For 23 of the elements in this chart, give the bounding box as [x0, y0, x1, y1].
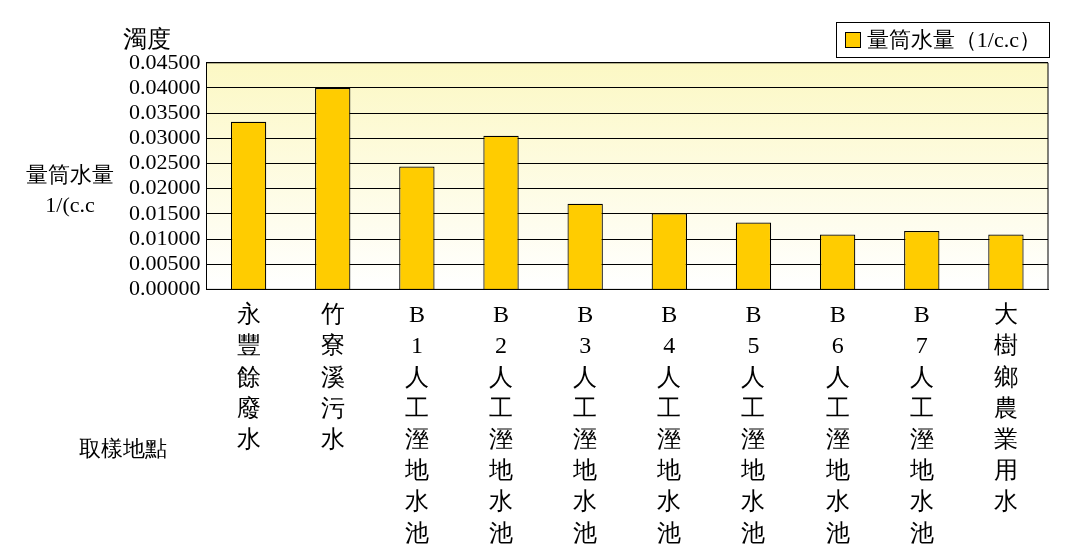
y-tick-label: 0.02500	[129, 149, 201, 175]
y-tick-label: 0.04000	[129, 73, 201, 99]
y-tick-label: 0.01500	[129, 199, 201, 225]
y-tick-label: 0.00500	[129, 250, 201, 275]
y-tick-label: 0.03500	[129, 98, 201, 124]
x-tick-label: B1人工溼地水池	[403, 301, 429, 546]
x-tick-label: B2人工溼地水池	[488, 301, 514, 546]
x-axis-title: 取樣地點	[79, 435, 167, 461]
x-tick-label: B5人工溼地水池	[740, 301, 766, 546]
text: 量筒水量（1/c.c）	[866, 26, 1041, 54]
x-tick-label: B4人工溼地水池	[656, 301, 682, 546]
y-tick-label: 0.01000	[129, 224, 201, 250]
y-tick-label: 0.03000	[129, 124, 201, 150]
x-tick-label: B6人工溼地水池	[824, 301, 850, 546]
chart-title: 濁度	[123, 25, 171, 52]
y-tick-label: 0.00000	[129, 275, 201, 301]
x-tick-label: 永豐餘廢水	[236, 301, 261, 453]
x-tick-label: B3人工溼地水池	[572, 301, 598, 546]
y-axis-title: 量筒水量 1/(c.c	[26, 161, 114, 217]
y-tick-label: 0.02000	[129, 174, 201, 200]
x-tick-label: B7人工溼地水池	[908, 301, 934, 546]
x-tick-label: 大樹鄉農業用水	[993, 301, 1018, 515]
x-tick-label: 竹寮溪污水	[320, 301, 345, 453]
